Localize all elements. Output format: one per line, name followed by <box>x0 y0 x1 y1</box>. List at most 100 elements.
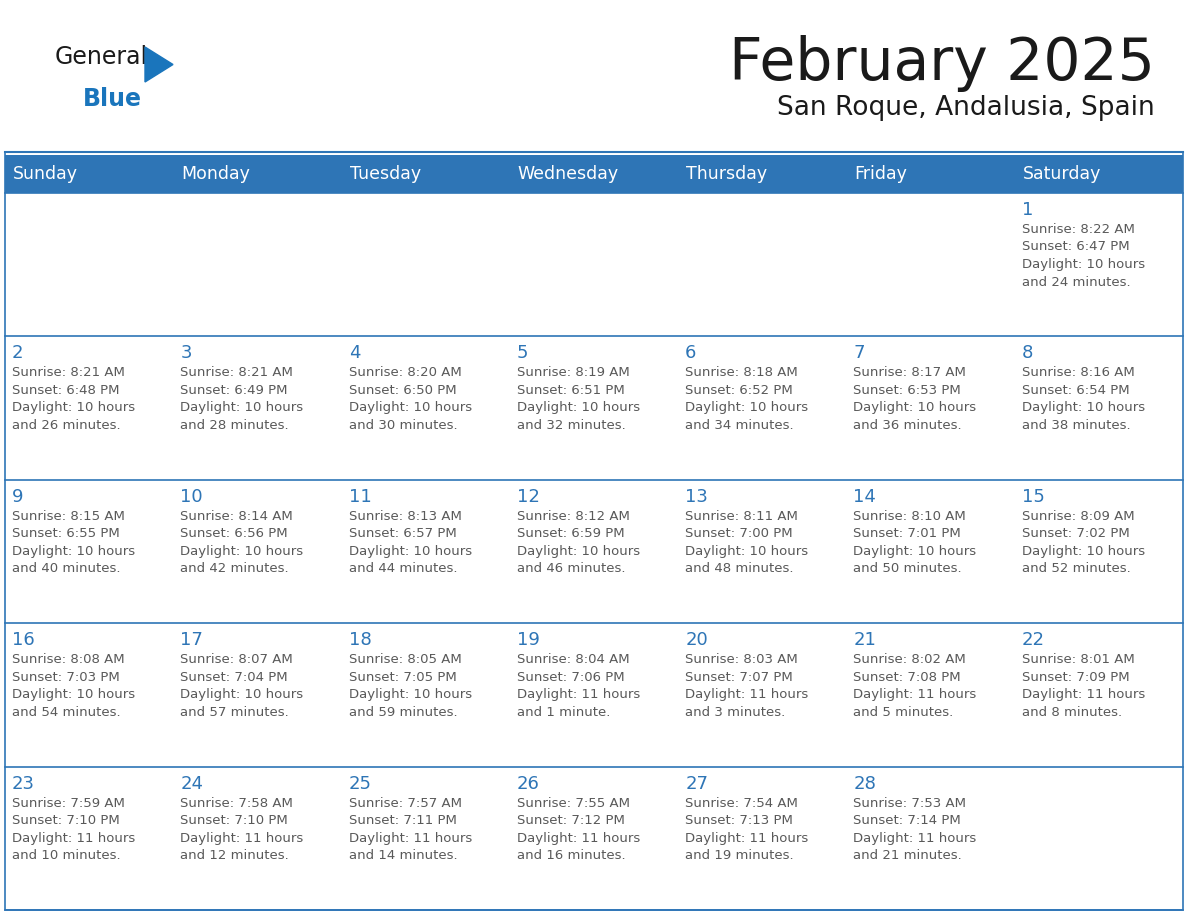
Bar <box>5 152 1183 910</box>
Text: Sunrise: 7:53 AM
Sunset: 7:14 PM
Daylight: 11 hours
and 21 minutes.: Sunrise: 7:53 AM Sunset: 7:14 PM Dayligh… <box>853 797 977 862</box>
Bar <box>510 623 678 767</box>
Bar <box>678 623 846 767</box>
Text: Sunrise: 8:04 AM
Sunset: 7:06 PM
Daylight: 11 hours
and 1 minute.: Sunrise: 8:04 AM Sunset: 7:06 PM Dayligh… <box>517 654 640 719</box>
Bar <box>1015 336 1183 480</box>
Bar <box>510 155 678 193</box>
Text: Blue: Blue <box>83 87 143 111</box>
Text: San Roque, Andalusia, Spain: San Roque, Andalusia, Spain <box>777 95 1155 121</box>
Text: Sunrise: 8:18 AM
Sunset: 6:52 PM
Daylight: 10 hours
and 34 minutes.: Sunrise: 8:18 AM Sunset: 6:52 PM Dayligh… <box>685 366 808 431</box>
Bar <box>342 193 510 336</box>
Text: Sunrise: 8:09 AM
Sunset: 7:02 PM
Daylight: 10 hours
and 52 minutes.: Sunrise: 8:09 AM Sunset: 7:02 PM Dayligh… <box>1022 509 1145 576</box>
Text: 22: 22 <box>1022 632 1044 649</box>
Bar <box>173 155 342 193</box>
Text: 14: 14 <box>853 487 877 506</box>
Bar <box>173 623 342 767</box>
Bar <box>678 193 846 336</box>
Text: 24: 24 <box>181 775 203 792</box>
Text: 16: 16 <box>12 632 34 649</box>
Text: Sunrise: 8:03 AM
Sunset: 7:07 PM
Daylight: 11 hours
and 3 minutes.: Sunrise: 8:03 AM Sunset: 7:07 PM Dayligh… <box>685 654 808 719</box>
Text: Sunrise: 7:59 AM
Sunset: 7:10 PM
Daylight: 11 hours
and 10 minutes.: Sunrise: 7:59 AM Sunset: 7:10 PM Dayligh… <box>12 797 135 862</box>
Bar <box>342 480 510 623</box>
Text: 21: 21 <box>853 632 877 649</box>
Bar <box>510 336 678 480</box>
Text: Sunrise: 7:55 AM
Sunset: 7:12 PM
Daylight: 11 hours
and 16 minutes.: Sunrise: 7:55 AM Sunset: 7:12 PM Dayligh… <box>517 797 640 862</box>
Text: 18: 18 <box>348 632 372 649</box>
Bar <box>846 336 1015 480</box>
Bar <box>342 767 510 910</box>
Bar <box>342 155 510 193</box>
Text: Sunrise: 8:15 AM
Sunset: 6:55 PM
Daylight: 10 hours
and 40 minutes.: Sunrise: 8:15 AM Sunset: 6:55 PM Dayligh… <box>12 509 135 576</box>
Text: 17: 17 <box>181 632 203 649</box>
Text: 6: 6 <box>685 344 696 363</box>
Bar <box>5 480 173 623</box>
Text: 19: 19 <box>517 632 539 649</box>
Bar <box>173 767 342 910</box>
Bar <box>510 193 678 336</box>
Text: 20: 20 <box>685 632 708 649</box>
Bar <box>1015 480 1183 623</box>
Text: Sunrise: 8:14 AM
Sunset: 6:56 PM
Daylight: 10 hours
and 42 minutes.: Sunrise: 8:14 AM Sunset: 6:56 PM Dayligh… <box>181 509 303 576</box>
Text: Sunrise: 8:05 AM
Sunset: 7:05 PM
Daylight: 10 hours
and 59 minutes.: Sunrise: 8:05 AM Sunset: 7:05 PM Dayligh… <box>348 654 472 719</box>
Bar <box>846 480 1015 623</box>
Bar <box>342 623 510 767</box>
Bar <box>5 193 173 336</box>
Bar <box>678 480 846 623</box>
Text: 12: 12 <box>517 487 539 506</box>
Text: Friday: Friday <box>854 165 908 183</box>
Bar <box>1015 623 1183 767</box>
Polygon shape <box>145 47 173 82</box>
Text: Monday: Monday <box>182 165 251 183</box>
Text: Sunrise: 8:10 AM
Sunset: 7:01 PM
Daylight: 10 hours
and 50 minutes.: Sunrise: 8:10 AM Sunset: 7:01 PM Dayligh… <box>853 509 977 576</box>
Text: Sunrise: 8:16 AM
Sunset: 6:54 PM
Daylight: 10 hours
and 38 minutes.: Sunrise: 8:16 AM Sunset: 6:54 PM Dayligh… <box>1022 366 1145 431</box>
Bar <box>173 336 342 480</box>
Bar <box>1015 193 1183 336</box>
Text: Sunrise: 7:58 AM
Sunset: 7:10 PM
Daylight: 11 hours
and 12 minutes.: Sunrise: 7:58 AM Sunset: 7:10 PM Dayligh… <box>181 797 304 862</box>
Text: Wednesday: Wednesday <box>518 165 619 183</box>
Text: 4: 4 <box>348 344 360 363</box>
Bar <box>5 623 173 767</box>
Bar <box>5 155 173 193</box>
Bar <box>678 336 846 480</box>
Text: 28: 28 <box>853 775 877 792</box>
Bar <box>173 480 342 623</box>
Text: 15: 15 <box>1022 487 1044 506</box>
Bar <box>173 193 342 336</box>
Text: 1: 1 <box>1022 201 1034 219</box>
Text: Sunrise: 8:21 AM
Sunset: 6:49 PM
Daylight: 10 hours
and 28 minutes.: Sunrise: 8:21 AM Sunset: 6:49 PM Dayligh… <box>181 366 303 431</box>
Bar <box>846 623 1015 767</box>
Text: Saturday: Saturday <box>1023 165 1101 183</box>
Text: Sunrise: 8:02 AM
Sunset: 7:08 PM
Daylight: 11 hours
and 5 minutes.: Sunrise: 8:02 AM Sunset: 7:08 PM Dayligh… <box>853 654 977 719</box>
Bar <box>1015 155 1183 193</box>
Text: 10: 10 <box>181 487 203 506</box>
Text: Sunrise: 8:21 AM
Sunset: 6:48 PM
Daylight: 10 hours
and 26 minutes.: Sunrise: 8:21 AM Sunset: 6:48 PM Dayligh… <box>12 366 135 431</box>
Bar <box>5 767 173 910</box>
Text: Sunrise: 8:08 AM
Sunset: 7:03 PM
Daylight: 10 hours
and 54 minutes.: Sunrise: 8:08 AM Sunset: 7:03 PM Dayligh… <box>12 654 135 719</box>
Text: 26: 26 <box>517 775 539 792</box>
Text: Sunrise: 8:20 AM
Sunset: 6:50 PM
Daylight: 10 hours
and 30 minutes.: Sunrise: 8:20 AM Sunset: 6:50 PM Dayligh… <box>348 366 472 431</box>
Bar <box>510 480 678 623</box>
Text: Sunrise: 8:19 AM
Sunset: 6:51 PM
Daylight: 10 hours
and 32 minutes.: Sunrise: 8:19 AM Sunset: 6:51 PM Dayligh… <box>517 366 640 431</box>
Text: 13: 13 <box>685 487 708 506</box>
Text: 11: 11 <box>348 487 372 506</box>
Text: Sunrise: 8:12 AM
Sunset: 6:59 PM
Daylight: 10 hours
and 46 minutes.: Sunrise: 8:12 AM Sunset: 6:59 PM Dayligh… <box>517 509 640 576</box>
Text: Sunrise: 7:54 AM
Sunset: 7:13 PM
Daylight: 11 hours
and 19 minutes.: Sunrise: 7:54 AM Sunset: 7:13 PM Dayligh… <box>685 797 808 862</box>
Text: 23: 23 <box>12 775 34 792</box>
Text: 7: 7 <box>853 344 865 363</box>
Bar <box>846 193 1015 336</box>
Text: 3: 3 <box>181 344 191 363</box>
Text: Sunrise: 8:17 AM
Sunset: 6:53 PM
Daylight: 10 hours
and 36 minutes.: Sunrise: 8:17 AM Sunset: 6:53 PM Dayligh… <box>853 366 977 431</box>
Text: 25: 25 <box>348 775 372 792</box>
Text: 9: 9 <box>12 487 24 506</box>
Text: General: General <box>55 45 148 69</box>
Bar <box>846 767 1015 910</box>
Text: Sunrise: 7:57 AM
Sunset: 7:11 PM
Daylight: 11 hours
and 14 minutes.: Sunrise: 7:57 AM Sunset: 7:11 PM Dayligh… <box>348 797 472 862</box>
Text: 27: 27 <box>685 775 708 792</box>
Text: Sunrise: 8:11 AM
Sunset: 7:00 PM
Daylight: 10 hours
and 48 minutes.: Sunrise: 8:11 AM Sunset: 7:00 PM Dayligh… <box>685 509 808 576</box>
Bar <box>846 155 1015 193</box>
Text: 2: 2 <box>12 344 24 363</box>
Text: Sunrise: 8:01 AM
Sunset: 7:09 PM
Daylight: 11 hours
and 8 minutes.: Sunrise: 8:01 AM Sunset: 7:09 PM Dayligh… <box>1022 654 1145 719</box>
Text: Sunrise: 8:07 AM
Sunset: 7:04 PM
Daylight: 10 hours
and 57 minutes.: Sunrise: 8:07 AM Sunset: 7:04 PM Dayligh… <box>181 654 303 719</box>
Bar <box>678 155 846 193</box>
Bar <box>342 336 510 480</box>
Text: 5: 5 <box>517 344 529 363</box>
